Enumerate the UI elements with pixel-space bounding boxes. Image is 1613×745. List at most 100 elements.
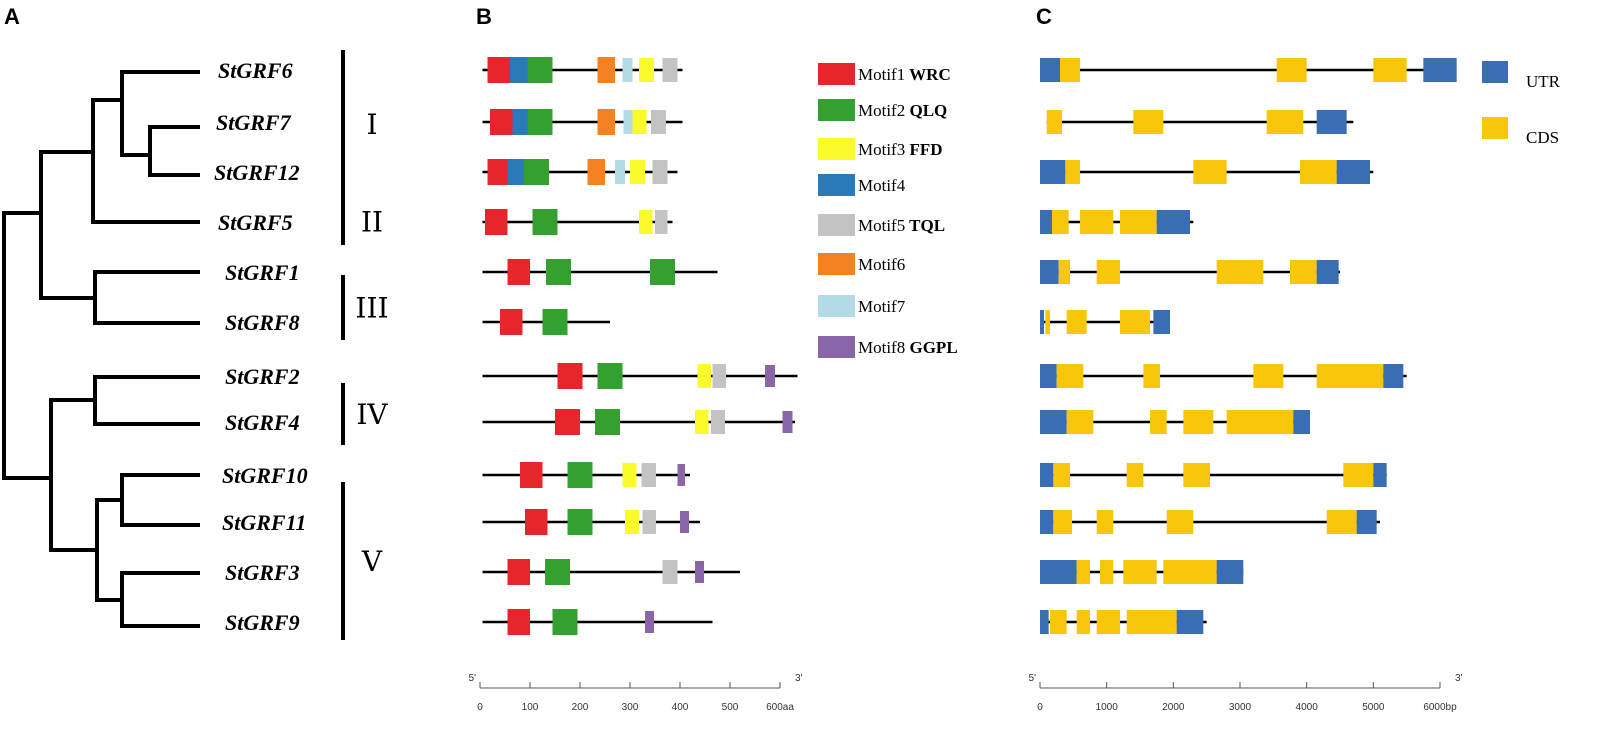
axis-tick-label: 4000: [1296, 702, 1319, 713]
gene-label: StGRF7: [216, 110, 292, 135]
cds-box: [1150, 410, 1167, 434]
motif-1-box: [487, 57, 510, 83]
cds-box: [1065, 160, 1080, 184]
cds-box: [1133, 110, 1164, 134]
motif-1-box: [490, 109, 513, 135]
cds-box: [1166, 510, 1194, 534]
cds-box: [1096, 610, 1120, 634]
motif-legend: Motif1 WRC Motif2 QLQ Motif3 FFD Motif4 Moti…: [818, 63, 958, 358]
motif-8-box: [645, 611, 654, 633]
motif-3-box: [639, 210, 653, 234]
panel-label-c: C: [1036, 4, 1052, 29]
cds-box: [1193, 160, 1227, 184]
cds-box: [1120, 310, 1150, 334]
cds-box: [1226, 410, 1294, 434]
cds-box: [1058, 260, 1070, 284]
cds-box: [1120, 210, 1157, 234]
utr-box: [1356, 510, 1377, 534]
gene-label: StGRF6: [218, 58, 293, 83]
motif-legend-swatch: [818, 214, 855, 236]
utr-box: [1040, 410, 1067, 434]
motif-1-box: [557, 363, 583, 389]
cds-box: [1163, 560, 1217, 584]
motif-2-box: [545, 559, 570, 585]
gene-legend-label: UTR: [1526, 72, 1561, 91]
cds-box: [1080, 210, 1114, 234]
motif-5-box: [655, 210, 668, 234]
utr-box: [1156, 210, 1190, 234]
utr-box: [1373, 463, 1387, 487]
utr-box: [1423, 58, 1457, 82]
motif-8-box: [677, 464, 685, 486]
cds-box: [1183, 463, 1210, 487]
motif-7-box: [615, 160, 625, 184]
gene-structure-panel: [1040, 58, 1457, 634]
motif-legend-label: Motif5 TQL: [858, 216, 945, 235]
motif-8-box: [695, 561, 704, 583]
motif-scale-axis: 0 100 200 300 400 500 600aa 5' 3': [469, 673, 803, 713]
motif-1-box: [507, 259, 530, 285]
axis-tick-label: 300: [622, 702, 639, 713]
cds-box: [1060, 58, 1080, 82]
utr-box: [1336, 160, 1370, 184]
motif-legend-label: Motif7: [858, 297, 906, 316]
utr-box: [1040, 560, 1077, 584]
gene-label: StGRF1: [225, 260, 300, 285]
motif-3-box: [630, 160, 645, 184]
gene-legend-label: CDS: [1526, 128, 1559, 147]
motif-5-box: [712, 364, 726, 388]
axis-tick-label: 0: [1037, 702, 1043, 713]
motif-5-box: [711, 410, 725, 434]
motif-2-box: [595, 409, 620, 435]
cds-box: [1326, 510, 1357, 534]
axis-tick-label: 600aa: [766, 702, 794, 713]
axis-5prime-label: 5': [469, 673, 477, 684]
cds-box: [1316, 364, 1384, 388]
motif-8-box: [680, 511, 689, 533]
cds-box: [1183, 410, 1214, 434]
axis-tick-label: 5000: [1362, 702, 1385, 713]
cds-box: [1066, 310, 1087, 334]
motif-6-box: [597, 109, 615, 135]
cds-box: [1290, 260, 1317, 284]
gene-labels: StGRF6 StGRF7 StGRF12 StGRF5 StGRF1 StGRF8 StG…: [214, 58, 308, 635]
motif-1-box: [500, 309, 523, 335]
axis-3prime-label: 3': [1455, 673, 1463, 684]
cds-box: [1066, 410, 1094, 434]
utr-box: [1040, 310, 1044, 334]
axis-tick-label: 2000: [1162, 702, 1185, 713]
cds-box: [1266, 110, 1304, 134]
motif-legend-swatch: [818, 99, 855, 121]
cds-box: [1050, 610, 1067, 634]
motif-3-box: [697, 364, 711, 388]
utr-box: [1383, 364, 1404, 388]
axis-5prime-label: 5': [1029, 673, 1037, 684]
motif-1-box: [485, 209, 508, 235]
utr-box: [1293, 410, 1310, 434]
motif-legend-swatch: [818, 295, 855, 317]
motif-5-box: [642, 510, 656, 534]
motif-2-box: [527, 109, 553, 135]
utr-box: [1316, 110, 1347, 134]
motif-1-box: [487, 159, 508, 185]
cds-box: [1126, 610, 1177, 634]
axis-tick-label: 500: [722, 702, 739, 713]
utr-box: [1040, 610, 1049, 634]
cds-box: [1053, 463, 1070, 487]
cds-box: [1053, 510, 1072, 534]
motif-3-box: [639, 58, 654, 82]
cds-box: [1216, 260, 1264, 284]
gene-label: StGRF11: [222, 510, 306, 535]
panel-label-a: A: [4, 4, 20, 29]
axis-tick-label: 400: [672, 702, 689, 713]
utr-box: [1040, 463, 1054, 487]
cds-box: [1096, 260, 1120, 284]
group-label: I: [366, 108, 377, 141]
motif-6-box: [597, 57, 615, 83]
motif-legend-swatch: [818, 174, 855, 196]
motif-2-box: [567, 462, 593, 488]
gene-label: StGRF12: [214, 160, 300, 185]
motif-legend-label: Motif8 GGPL: [858, 338, 958, 357]
motif-1-box: [555, 409, 580, 435]
cds-box: [1100, 560, 1114, 584]
